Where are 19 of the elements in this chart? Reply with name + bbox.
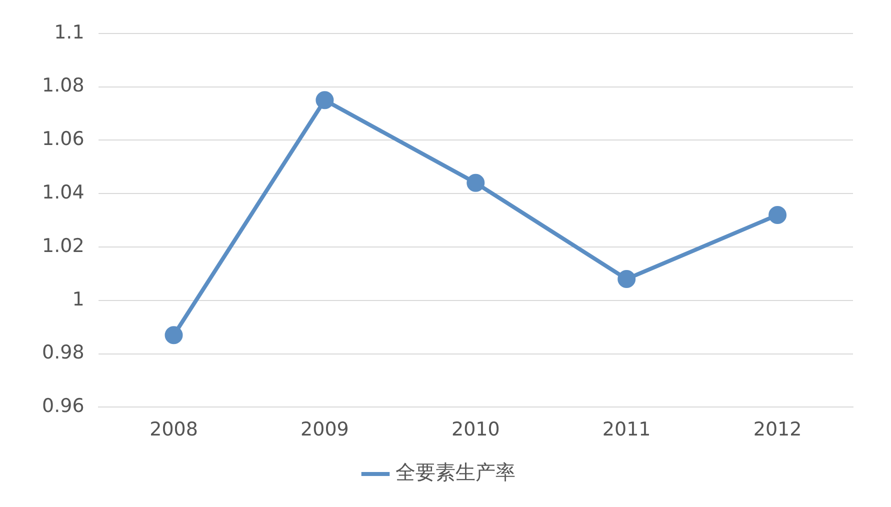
- legend-label: 全要素生产率: [396, 460, 516, 484]
- x-tick-label: 2012: [753, 418, 802, 441]
- y-tick-label: 1.04: [42, 182, 84, 204]
- y-tick-label: 1.06: [42, 128, 84, 150]
- x-tick-label: 2010: [451, 418, 500, 441]
- y-tick-label: 0.98: [42, 342, 84, 364]
- y-tick-label: 1: [72, 288, 84, 310]
- point: [466, 174, 485, 192]
- y-tick-label: 1.02: [42, 234, 84, 257]
- point: [768, 206, 787, 224]
- y-tick-label: 0.96: [42, 395, 84, 418]
- point: [316, 91, 334, 110]
- point: [164, 326, 183, 344]
- x-tick-label: 2009: [300, 418, 349, 441]
- y-tick-label: 1.1: [54, 21, 84, 44]
- y-tick-label: 1.08: [42, 74, 84, 97]
- x-tick-label: 2008: [150, 418, 198, 441]
- x-tick-label: 2011: [602, 418, 651, 441]
- point: [618, 270, 636, 288]
